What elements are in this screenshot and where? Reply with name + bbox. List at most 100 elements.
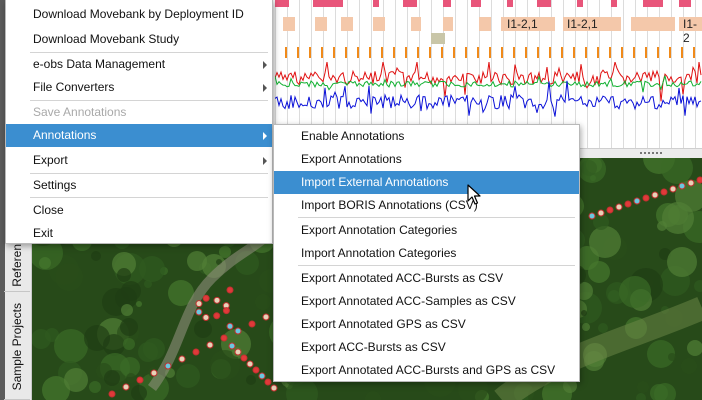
forest-canopy: [131, 385, 147, 400]
menu-item-label: Import External Annotations: [301, 175, 449, 189]
annotation-segment: [679, 17, 702, 31]
forest-canopy: [138, 342, 158, 362]
burst-tick: [405, 47, 407, 58]
forest-canopy: [187, 251, 207, 271]
gps-track-point: [108, 390, 116, 398]
forest-canopy: [365, 391, 381, 400]
gps-track-point: [678, 182, 686, 190]
annotation-segment: [283, 17, 295, 31]
gps-track-point: [258, 372, 266, 380]
tab-reference-label: Referen: [10, 244, 24, 287]
gps-track-point: [633, 197, 641, 205]
marker-block: [275, 0, 289, 7]
forest-canopy: [255, 294, 271, 310]
marker-block: [537, 0, 551, 7]
burst-tick: [429, 47, 431, 58]
forest-canopy: [668, 353, 676, 361]
gps-track-point: [222, 307, 230, 315]
menu-item-export-annotated-gps[interactable]: Export Annotated GPS as CSV: [274, 313, 579, 336]
annotation-segment: [315, 17, 327, 31]
tab-reference[interactable]: Referen: [4, 240, 30, 292]
menu-item-annotations[interactable]: Annotations: [6, 124, 272, 147]
acceleration-signal-plot: [275, 62, 702, 117]
menu-item-settings[interactable]: Settings: [6, 174, 272, 197]
gps-track-point: [234, 348, 242, 356]
menu-separator: [30, 197, 268, 198]
signal-line-red: [275, 62, 702, 102]
marker-block: [313, 0, 343, 7]
gps-track-point: [213, 312, 221, 320]
forest-canopy: [139, 256, 165, 282]
gps-track-point: [178, 355, 186, 363]
menu-item-export-annotated-acc-samples[interactable]: Export Annotated ACC-Samples as CSV: [274, 290, 579, 313]
burst-tick: [669, 47, 671, 58]
menu-item-import-annotation-categories[interactable]: Import Annotation Categories: [274, 242, 579, 265]
menu-item-label: e-obs Data Management: [33, 57, 166, 71]
annotations-submenu: Enable Annotations Export Annotations Im…: [273, 124, 580, 382]
forest-canopy: [589, 226, 621, 258]
gps-track-point: [615, 203, 623, 211]
gps-track-point: [195, 300, 203, 308]
burst-tick: [609, 47, 611, 58]
burst-tick: [657, 47, 659, 58]
forest-canopy: [117, 268, 131, 282]
forest-canopy: [654, 383, 676, 400]
forest-canopy: [104, 370, 120, 386]
forest-canopy: [578, 158, 606, 183]
clearing: [494, 296, 702, 400]
menu-item-export-annotations[interactable]: Export Annotations: [274, 148, 579, 171]
marker-block: [443, 0, 451, 7]
tab-sample-projects[interactable]: Sample Projects: [4, 294, 30, 400]
annotation-segment: [563, 17, 621, 31]
marker-block: [403, 0, 417, 7]
gps-track-point: [192, 348, 200, 356]
annotation-segment: [443, 17, 453, 31]
forest-canopy: [219, 246, 231, 258]
forest-canopy: [126, 373, 136, 383]
chevron-right-icon: [263, 157, 267, 165]
gps-track-point: [234, 327, 242, 335]
mouse-pointer-icon: [467, 184, 481, 205]
menu-item-exit[interactable]: Exit: [6, 222, 272, 245]
menu-item-export-annotation-categories[interactable]: Export Annotation Categories: [274, 219, 579, 242]
menu-item-eobs-data-management[interactable]: e-obs Data Management: [6, 53, 272, 76]
menu-item-label: Export Annotated ACC-Bursts as CSV: [301, 271, 504, 285]
gps-track-point: [202, 314, 210, 322]
forest-canopy: [32, 329, 51, 349]
menu-item-label: Export ACC-Bursts as CSV: [301, 340, 446, 354]
forest-canopy: [687, 340, 702, 356]
forest-canopy: [54, 329, 88, 363]
gps-track-point: [606, 206, 614, 214]
menu-item-enable-annotations[interactable]: Enable Annotations: [274, 125, 579, 148]
forest-canopy: [681, 358, 697, 374]
gps-track-point: [228, 342, 236, 350]
marker-block: [471, 0, 481, 7]
menu-item-export-annotated-acc-bursts[interactable]: Export Annotated ACC-Bursts as CSV: [274, 267, 579, 290]
menu-separator: [298, 265, 575, 266]
menu-item-file-converters[interactable]: File Converters: [6, 76, 272, 99]
signal-line-blue: [275, 80, 702, 117]
burst-tick: [645, 47, 647, 58]
menu-item-import-external-annotations[interactable]: Import External Annotations: [274, 171, 579, 194]
burst-tick: [573, 47, 575, 58]
forest-canopy: [91, 251, 101, 261]
chevron-right-icon: [263, 84, 267, 92]
menu-item-download-study[interactable]: Download Movebank Study: [6, 28, 272, 51]
menu-item-label: Import BORIS Annotations (CSV): [301, 198, 478, 212]
forest-canopy: [563, 379, 577, 393]
menu-item-import-boris-annotations[interactable]: Import BORIS Annotations (CSV): [274, 194, 579, 217]
burst-tick: [561, 47, 563, 58]
menu-item-save-annotations[interactable]: Save Annotations: [6, 101, 272, 124]
menu-item-close[interactable]: Close: [6, 199, 272, 222]
burst-tick: [693, 47, 695, 58]
top-marker-row: [275, 0, 691, 7]
menu-item-export-annotated-acc-bursts-gps[interactable]: Export Annotated ACC-Bursts and GPS as C…: [274, 359, 579, 382]
burst-tick: [309, 47, 311, 58]
segment-label: I1-2,1: [567, 17, 598, 31]
burst-tick-row: [285, 47, 695, 58]
gps-track-point: [240, 354, 248, 362]
menu-item-export-acc-bursts[interactable]: Export ACC-Bursts as CSV: [274, 336, 579, 359]
menu-item-download-by-deployment[interactable]: Download Movebank by Deployment ID: [6, 3, 272, 26]
menu-item-export[interactable]: Export: [6, 149, 272, 172]
